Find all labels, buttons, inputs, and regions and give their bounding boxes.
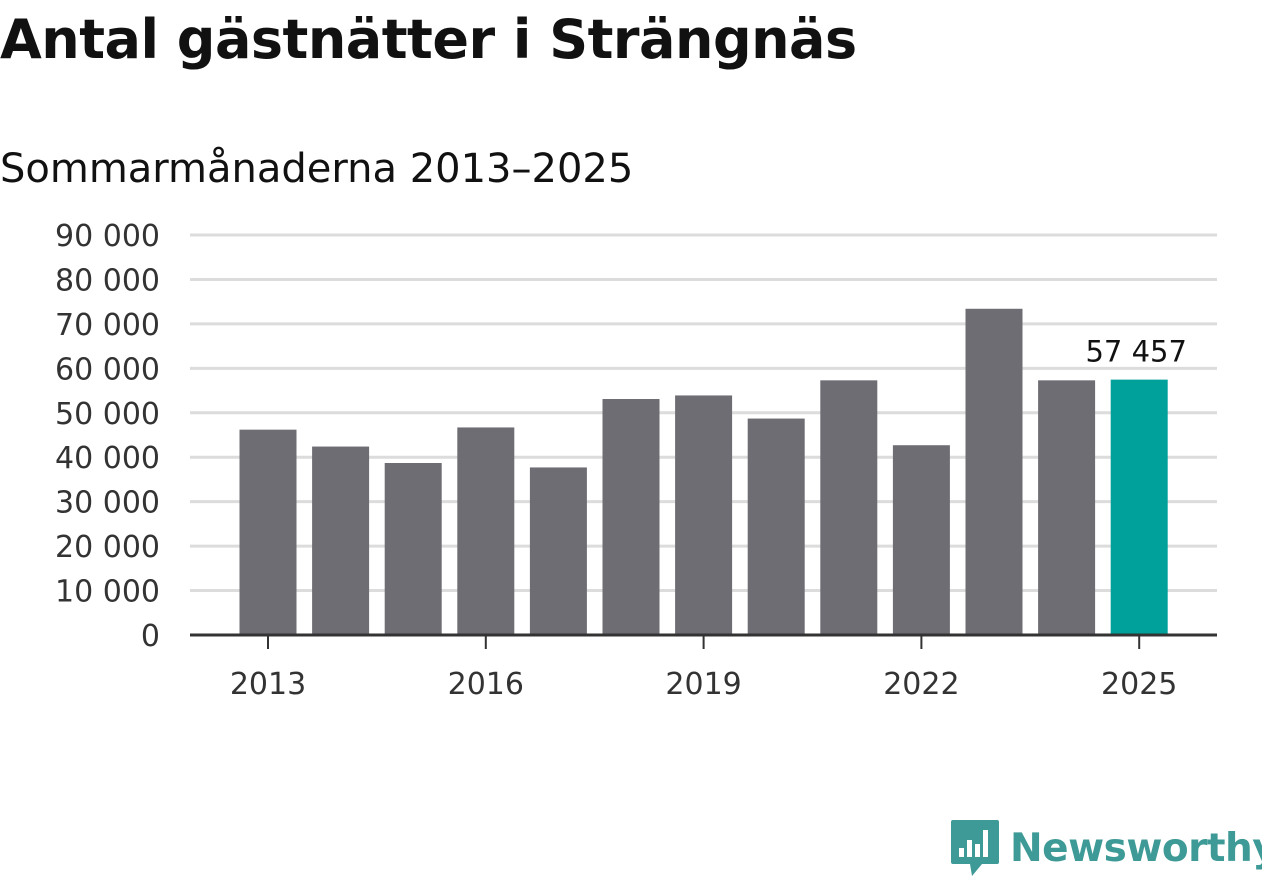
y-tick-label: 90 000 bbox=[55, 219, 160, 254]
y-tick-label: 60 000 bbox=[55, 352, 160, 387]
bar-2017 bbox=[529, 467, 587, 635]
bar-2024 bbox=[1038, 380, 1096, 635]
bar-2025 bbox=[1110, 379, 1168, 635]
bar-chart-bubble-icon bbox=[951, 820, 999, 876]
bar-2014 bbox=[312, 446, 370, 635]
y-tick-label: 10 000 bbox=[55, 575, 160, 610]
y-tick-label: 30 000 bbox=[55, 486, 160, 521]
y-tick-label: 50 000 bbox=[55, 397, 160, 432]
y-tick-label: 20 000 bbox=[55, 530, 160, 565]
chart-subtitle: Sommarmånaderna 2013–2025 bbox=[0, 146, 634, 192]
bar-2016 bbox=[457, 427, 515, 635]
bar-2020 bbox=[747, 418, 805, 635]
brand-name: Newsworthy bbox=[1010, 825, 1262, 871]
y-tick-label: 0 bbox=[141, 619, 160, 654]
bar-2019 bbox=[675, 395, 733, 635]
newsworthy-logo: Newsworthy bbox=[950, 818, 1262, 878]
bar-2022 bbox=[892, 445, 950, 635]
bar-2023 bbox=[965, 308, 1023, 635]
bar-2021 bbox=[820, 380, 878, 635]
x-tick-label: 2025 bbox=[1101, 667, 1177, 702]
x-tick-label: 2019 bbox=[665, 667, 741, 702]
labels: 0 10 000 20 000 30 000 40 000 50 000 60 000 70 … bbox=[55, 219, 1187, 702]
data-label: 57 457 bbox=[1085, 335, 1186, 369]
bar-2013 bbox=[239, 429, 297, 635]
bars bbox=[239, 308, 1168, 635]
y-tick-label: 80 000 bbox=[55, 263, 160, 298]
y-tick-label: 70 000 bbox=[55, 308, 160, 343]
bar-2015 bbox=[384, 463, 442, 635]
y-tick-label: 40 000 bbox=[55, 441, 160, 476]
chart-title: Antal gästnätter i Strängnäs bbox=[0, 8, 857, 71]
x-tick-label: 2013 bbox=[230, 667, 306, 702]
x-tick-label: 2022 bbox=[883, 667, 959, 702]
x-tick-label: 2016 bbox=[448, 667, 524, 702]
bar-2018 bbox=[602, 399, 660, 635]
axes bbox=[190, 633, 1217, 649]
